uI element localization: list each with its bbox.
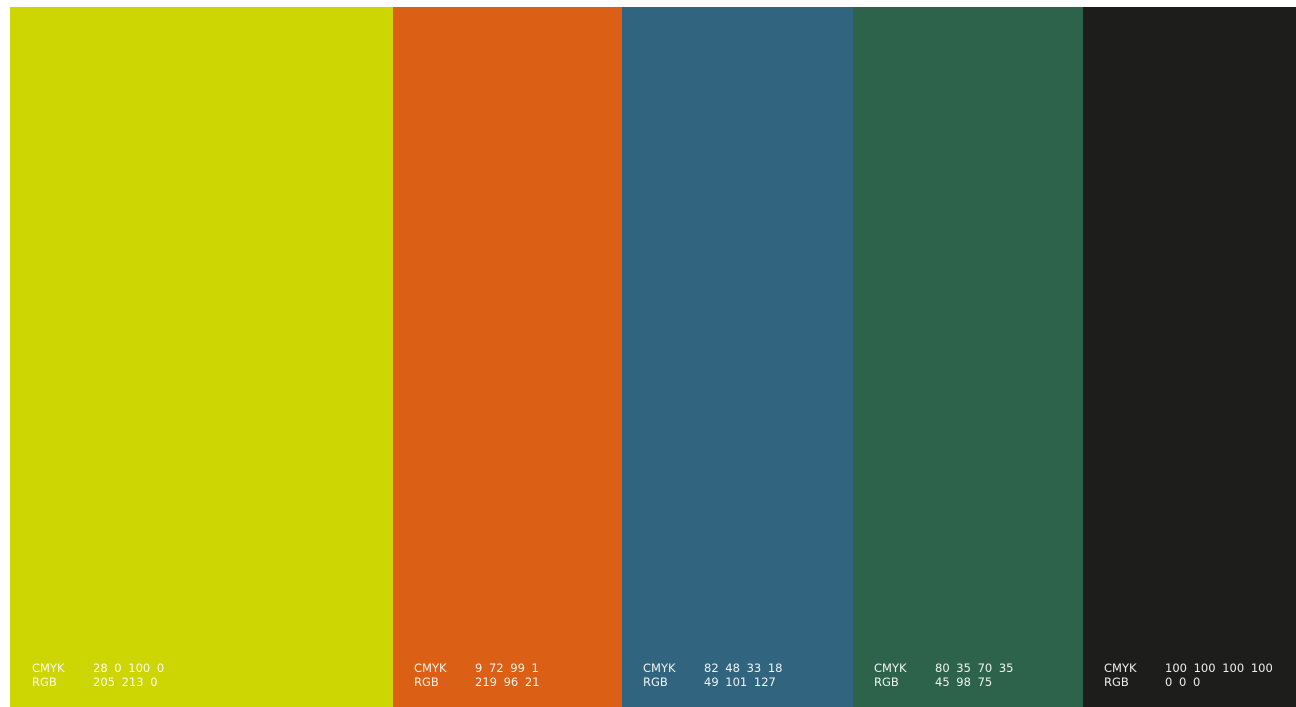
rgb-label: RGB — [643, 675, 668, 689]
cmyk-label: CMYK — [414, 661, 447, 675]
cmyk-value: 28 0 100 0 — [93, 661, 165, 675]
cmyk-row: CMYK 80 35 70 35 — [874, 661, 1014, 675]
rgb-row: RGB 0 0 0 — [1104, 675, 1273, 689]
color-values: CMYK 9 72 99 1 RGB 219 96 21 — [414, 661, 540, 689]
cmyk-label: CMYK — [874, 661, 907, 675]
rgb-row: RGB 45 98 75 — [874, 675, 1014, 689]
color-swatch: CMYK 80 35 70 35 RGB 45 98 75 — [853, 7, 1083, 707]
color-swatch: CMYK 28 0 100 0 RGB 205 213 0 — [10, 7, 393, 707]
color-swatch: CMYK 82 48 33 18 RGB 49 101 127 — [622, 7, 853, 707]
color-swatch: CMYK 9 72 99 1 RGB 219 96 21 — [393, 7, 622, 707]
rgb-row: RGB 219 96 21 — [414, 675, 540, 689]
rgb-label: RGB — [414, 675, 439, 689]
rgb-value: 205 213 0 — [93, 675, 158, 689]
cmyk-value: 9 72 99 1 — [475, 661, 539, 675]
cmyk-value: 82 48 33 18 — [704, 661, 783, 675]
rgb-label: RGB — [1104, 675, 1129, 689]
cmyk-label: CMYK — [1104, 661, 1137, 675]
cmyk-row: CMYK 28 0 100 0 — [32, 661, 164, 675]
color-swatch: CMYK 100 100 100 100 RGB 0 0 0 — [1083, 7, 1296, 707]
rgb-label: RGB — [32, 675, 57, 689]
cmyk-row: CMYK 82 48 33 18 — [643, 661, 783, 675]
rgb-row: RGB 49 101 127 — [643, 675, 783, 689]
color-values: CMYK 80 35 70 35 RGB 45 98 75 — [874, 661, 1014, 689]
rgb-row: RGB 205 213 0 — [32, 675, 164, 689]
color-values: CMYK 82 48 33 18 RGB 49 101 127 — [643, 661, 783, 689]
cmyk-label: CMYK — [643, 661, 676, 675]
rgb-label: RGB — [874, 675, 899, 689]
cmyk-value: 80 35 70 35 — [935, 661, 1014, 675]
color-values: CMYK 28 0 100 0 RGB 205 213 0 — [32, 661, 164, 689]
color-palette: CMYK 28 0 100 0 RGB 205 213 0 CMYK 9 72 99 … — [10, 7, 1296, 707]
cmyk-value: 100 100 100 100 — [1165, 661, 1273, 675]
cmyk-row: CMYK 9 72 99 1 — [414, 661, 540, 675]
rgb-value: 45 98 75 — [935, 675, 993, 689]
color-values: CMYK 100 100 100 100 RGB 0 0 0 — [1104, 661, 1273, 689]
rgb-value: 49 101 127 — [704, 675, 776, 689]
rgb-value: 219 96 21 — [475, 675, 540, 689]
cmyk-label: CMYK — [32, 661, 65, 675]
rgb-value: 0 0 0 — [1165, 675, 1201, 689]
cmyk-row: CMYK 100 100 100 100 — [1104, 661, 1273, 675]
